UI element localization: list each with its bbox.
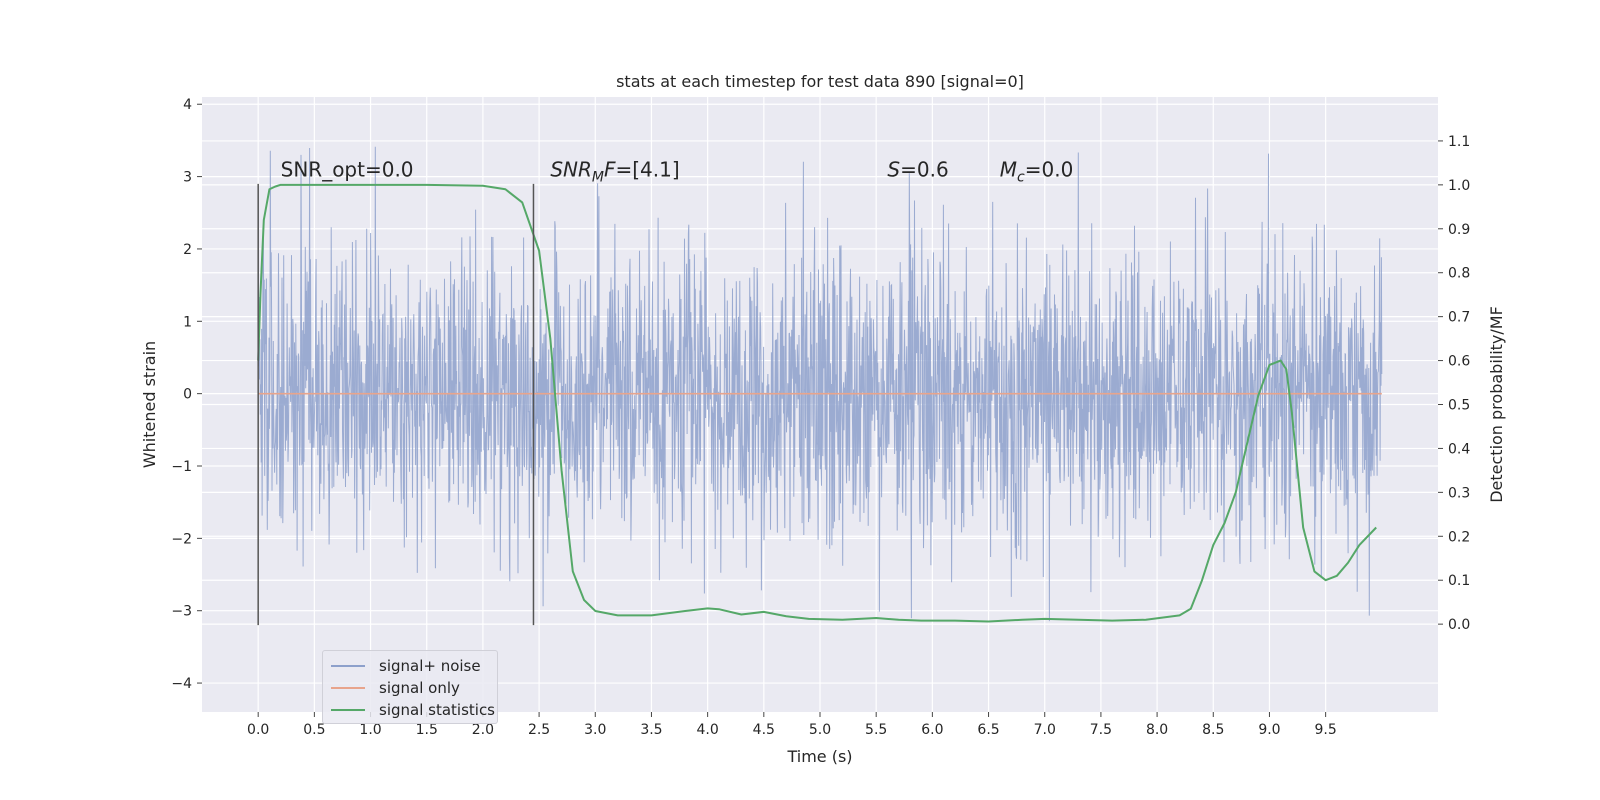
annotation-mc-symbol: M [1000, 158, 1017, 182]
x-tick-label: 4.0 [697, 722, 719, 738]
x-tick-label: 0.0 [247, 722, 269, 738]
x-tick-label: 8.5 [1202, 722, 1224, 738]
annotation-snr-mf: SNRMF=[4.1] [550, 158, 679, 186]
y-right-tick-label: 0.0 [1448, 617, 1470, 633]
legend-label-signal-statistics: signal statistics [379, 701, 496, 719]
annotation-s: S=0.6 [887, 158, 948, 182]
y-right-tick-label: 0.4 [1448, 441, 1470, 457]
y-right-tick-label: 0.5 [1448, 398, 1470, 414]
annotation-s-symbol: S [887, 158, 900, 182]
annotation-mc: Mc=0.0 [1000, 158, 1074, 186]
x-tick-label: 4.5 [753, 722, 775, 738]
x-tick-label: 6.5 [977, 722, 999, 738]
y-tick-label: 0 [183, 387, 192, 403]
x-tick-label: 3.5 [640, 722, 662, 738]
x-tick-label: 5.5 [865, 722, 887, 738]
x-tick-label: 2.5 [528, 722, 550, 738]
y-right-tick-label: 1.0 [1448, 178, 1470, 194]
y-right-tick-label: 0.8 [1448, 266, 1470, 282]
legend: signal+ noise signal only signal statist… [322, 650, 498, 724]
annotation-mc-value: =0.0 [1025, 158, 1074, 182]
y-tick-label: −4 [171, 676, 192, 692]
annotation-snr-opt: SNR_opt=0.0 [281, 158, 414, 182]
annotation-s-value: =0.6 [900, 158, 949, 182]
y-tick-label: −2 [171, 531, 192, 547]
annotation-snr-mf-sub: M [592, 170, 604, 186]
legend-label-signal-only: signal only [379, 679, 460, 697]
vertical-markers [257, 183, 535, 626]
y-right-tick-label: 0.3 [1448, 485, 1470, 501]
x-tick-label: 7.5 [1090, 722, 1112, 738]
x-tick-label: 9.5 [1315, 722, 1337, 738]
y-right-tick-label: 0.7 [1448, 310, 1470, 326]
annotations: SNR_opt=0.0 SNRMF=[4.1] S=0.6 Mc=0.0 [281, 158, 1074, 186]
legend-item-signal-statistics: signal statistics [331, 699, 495, 721]
legend-label-signal-noise: signal+ noise [379, 657, 481, 675]
y-axis-right-label: Detection probability/MF [1487, 306, 1506, 503]
y-tick-label: 4 [183, 97, 192, 113]
line-series [257, 183, 1382, 623]
x-tick-label: 3.0 [584, 722, 606, 738]
y-tick-label: 2 [183, 242, 192, 258]
noise-series [257, 146, 1383, 622]
y-tick-label: 1 [183, 314, 192, 330]
annotation-mc-sub: c [1017, 170, 1025, 186]
x-tick-label: 2.0 [472, 722, 494, 738]
y-tick-label: −1 [171, 459, 192, 475]
x-tick-label: 1.5 [416, 722, 438, 738]
legend-swatch-signal-only [331, 687, 365, 689]
annotation-snr-mf-f: F [604, 158, 616, 182]
x-tick-label: 0.5 [303, 722, 325, 738]
legend-item-signal-only: signal only [331, 677, 460, 699]
legend-swatch-signal-statistics [331, 709, 365, 711]
y-right-tick-label: 0.9 [1448, 222, 1470, 238]
x-tick-label: 9.0 [1258, 722, 1280, 738]
y-right-tick-label: 1.1 [1448, 134, 1470, 150]
x-tick-label: 1.0 [359, 722, 381, 738]
y-tick-label: 3 [183, 170, 192, 186]
signal-statistics-line [257, 183, 1377, 623]
x-axis-label: Time (s) [786, 747, 852, 766]
x-tick-label: 8.0 [1146, 722, 1168, 738]
annotation-snr-mf-value: =[4.1] [615, 158, 679, 182]
x-tick-label: 7.0 [1034, 722, 1056, 738]
y-right-tick-label: 0.1 [1448, 573, 1470, 589]
chart-title: stats at each timestep for test data 890… [616, 72, 1024, 91]
x-tick-label: 5.0 [809, 722, 831, 738]
signal-noise-line [257, 146, 1383, 622]
legend-swatch-signal-noise [331, 665, 365, 667]
legend-item-signal-noise: signal+ noise [331, 655, 481, 677]
y-tick-label: −3 [171, 604, 192, 620]
y-right-tick-label: 0.2 [1448, 529, 1470, 545]
y-axis-label: Whitened strain [140, 341, 159, 468]
axes: 0.0 0.5 1.0 1.5 2.0 2.5 3.0 3.5 4.0 4.5 5.0 5.5 6.0 6… [171, 97, 1470, 738]
annotation-snr-mf-main: SNR [550, 158, 592, 182]
y-right-tick-label: 0.6 [1448, 354, 1470, 370]
x-tick-label: 6.0 [921, 722, 943, 738]
